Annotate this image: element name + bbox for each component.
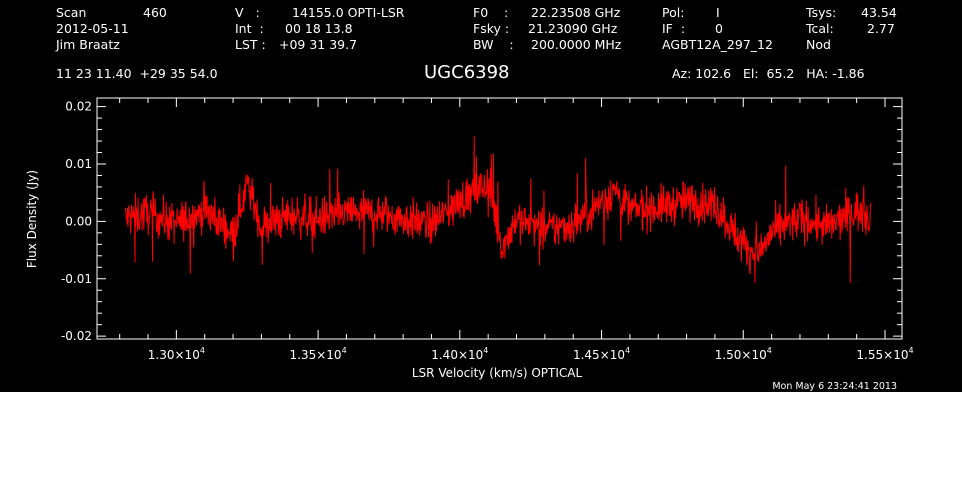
pol-label: Pol: <box>662 5 685 20</box>
tcal-label: Tcal: <box>806 21 834 36</box>
lst-label: LST : <box>235 37 266 52</box>
pol-value: I <box>716 5 720 20</box>
project-id: AGBT12A_297_12 <box>662 37 773 52</box>
scan-label: Scan <box>56 5 87 20</box>
x-tick-label: 1.35×104 <box>290 346 347 362</box>
tick-layer: 1.30×104 1.35×104 1.40×104 1.45×104 1.50×104… <box>61 98 914 362</box>
if-value: 0 <box>715 21 723 36</box>
fsky-label: Fsky : <box>473 21 510 36</box>
x-tick-label: 1.55×104 <box>856 346 913 362</box>
az-el-ha: Az: 102.6 El: 65.2 HA: -1.86 <box>672 66 865 81</box>
y-axis-label: Flux Density (Jy) <box>25 170 39 268</box>
y-tick-label: 0.01 <box>65 157 92 171</box>
lst-value: +09 31 39.7 <box>279 37 358 52</box>
scan-value: 460 <box>143 5 167 20</box>
y-tick-label: 0.00 <box>65 214 92 228</box>
y-tick-label: 0.02 <box>65 100 92 114</box>
y-tick-label: -0.02 <box>61 329 92 343</box>
source-name: UGC6398 <box>424 62 510 83</box>
tsys-value: 43.54 <box>861 5 897 20</box>
f0-label: F0 : <box>473 5 509 20</box>
if-label: IF : <box>662 21 686 36</box>
tsys-label: Tsys: <box>806 5 837 20</box>
plot-panel: Scan 460 2012-05-11 Jim Braatz V : 14155… <box>0 0 962 392</box>
spectrum-line <box>124 136 872 284</box>
x-tick-label: 1.50×104 <box>715 346 772 362</box>
x-tick-label: 1.45×104 <box>573 346 630 362</box>
int-label: Int : <box>235 21 264 36</box>
velocity-value: 14155.0 OPTI-LSR <box>292 5 405 20</box>
observing-mode: Nod <box>806 37 831 52</box>
spectrum-plot: 1.30×104 1.35×104 1.40×104 1.45×104 1.50×104… <box>25 97 914 392</box>
y-tick-label: -0.01 <box>61 272 92 286</box>
velocity-label: V : <box>235 5 260 20</box>
observer-name: Jim Braatz <box>56 37 120 52</box>
plot-frame <box>96 97 903 340</box>
f0-value: 22.23508 GHz <box>531 5 621 20</box>
tcal-value: 2.77 <box>867 21 895 36</box>
observation-date: 2012-05-11 <box>56 21 129 36</box>
bw-value: 200.0000 MHz <box>531 37 622 52</box>
x-tick-label: 1.30×104 <box>148 346 205 362</box>
plot-timestamp: Mon May 6 23:24:41 2013 <box>772 381 897 392</box>
spectrum-trace-layer <box>124 136 872 284</box>
source-coordinates: 11 23 11.40 +29 35 54.0 <box>56 66 218 81</box>
bw-label: BW : <box>473 37 514 52</box>
int-value: 00 18 13.8 <box>285 21 353 36</box>
fsky-value: 21.23090 GHz <box>528 21 618 36</box>
x-tick-label: 1.40×104 <box>431 346 488 362</box>
x-axis-label: LSR Velocity (km/s) OPTICAL <box>412 366 583 380</box>
